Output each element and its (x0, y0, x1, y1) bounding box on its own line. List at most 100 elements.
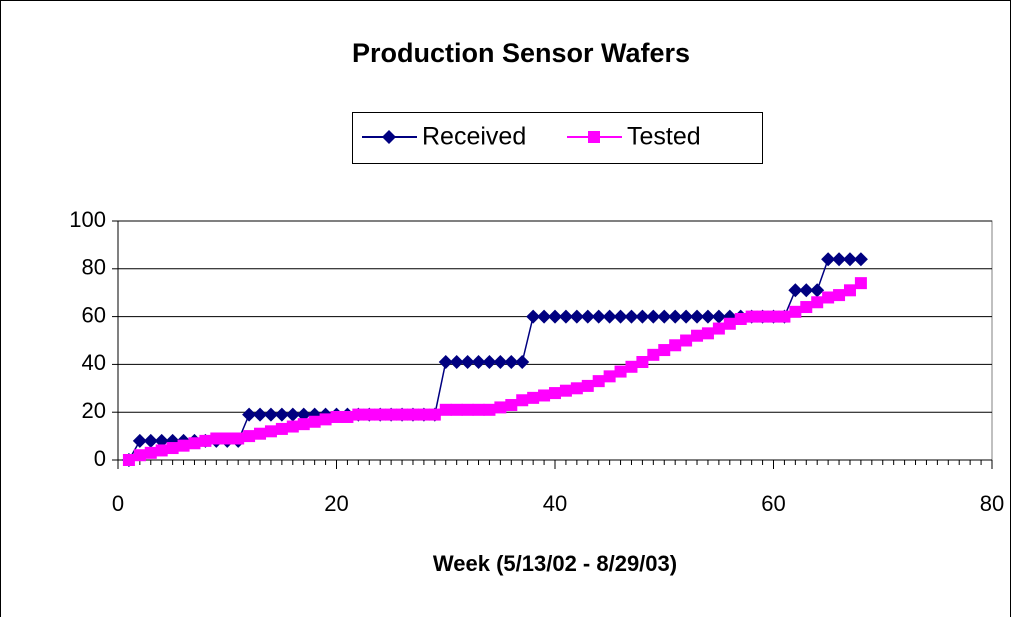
marker-square (450, 403, 463, 416)
marker-square (549, 387, 561, 400)
marker-square (210, 432, 223, 445)
marker-diamond (274, 407, 289, 422)
marker-diamond (471, 355, 486, 370)
marker-square (734, 312, 747, 325)
marker-diamond (460, 355, 475, 370)
marker-diamond (548, 309, 562, 324)
marker-diamond (832, 252, 847, 267)
x-axis-label: Week (5/13/02 - 8/29/03) (433, 551, 677, 576)
marker-diamond (438, 355, 453, 370)
marker-square (243, 430, 256, 443)
marker-diamond (711, 309, 726, 324)
marker-diamond (132, 433, 147, 448)
marker-square (461, 403, 474, 416)
marker-square (472, 403, 485, 416)
marker-square (232, 432, 245, 445)
y-tick-label: 80 (82, 255, 106, 280)
marker-square (122, 454, 135, 466)
marker-square (385, 408, 398, 421)
marker-square (319, 413, 332, 426)
marker-square (406, 408, 419, 421)
marker-diamond (493, 355, 508, 370)
marker-square (669, 339, 682, 352)
y-tick-label: 100 (69, 207, 106, 232)
marker-diamond (263, 407, 278, 422)
marker-diamond (591, 309, 606, 324)
marker-square (658, 344, 671, 357)
marker-diamond (613, 309, 628, 324)
marker-square (144, 446, 157, 459)
marker-square (308, 415, 321, 428)
marker-diamond (449, 355, 464, 370)
marker-square (275, 422, 288, 435)
chart-title: Production Sensor Wafers (352, 38, 690, 68)
marker-square (614, 365, 627, 378)
marker-diamond (242, 407, 257, 422)
marker-square (188, 437, 201, 450)
marker-square (778, 310, 791, 323)
marker-square (789, 305, 802, 318)
marker-square (712, 322, 725, 335)
marker-square (811, 296, 824, 309)
marker-square (603, 370, 616, 383)
marker-diamond (526, 309, 541, 324)
marker-square (341, 410, 354, 423)
y-tick-label: 0 (94, 446, 106, 471)
marker-square (636, 356, 649, 369)
marker-diamond (143, 433, 158, 448)
marker-square (581, 379, 594, 392)
marker-diamond (799, 283, 814, 298)
marker-square (588, 131, 600, 143)
marker-diamond (788, 283, 803, 298)
marker-diamond (504, 355, 519, 370)
marker-diamond (253, 407, 268, 422)
marker-diamond (382, 130, 396, 144)
marker-square (756, 310, 769, 323)
marker-diamond (842, 252, 857, 267)
marker-square (254, 427, 267, 440)
marker-square (592, 375, 605, 388)
marker-square (745, 310, 758, 323)
marker-square (374, 408, 387, 421)
marker-square (221, 432, 234, 445)
marker-square (396, 408, 409, 421)
marker-square (199, 434, 212, 447)
marker-diamond (700, 309, 715, 324)
marker-diamond (558, 309, 573, 324)
marker-diamond (580, 309, 595, 324)
x-tick-label: 60 (761, 491, 785, 516)
marker-square (439, 403, 452, 416)
legend-box (352, 112, 763, 164)
marker-square (647, 348, 660, 361)
marker-square (527, 391, 540, 404)
marker-diamond (537, 309, 552, 324)
marker-square (822, 291, 835, 304)
marker-square (483, 403, 496, 416)
marker-diamond (154, 433, 169, 448)
marker-square (166, 442, 179, 455)
marker-square (559, 384, 572, 397)
marker-diamond (679, 309, 694, 324)
marker-square (428, 408, 441, 421)
marker-square (177, 439, 190, 452)
marker-diamond (569, 309, 584, 324)
marker-diamond (657, 309, 672, 324)
legend-label: Received (422, 123, 526, 151)
marker-square (494, 401, 507, 414)
marker-square (417, 408, 430, 421)
marker-diamond (646, 309, 661, 324)
marker-square (155, 444, 168, 457)
marker-square (701, 327, 714, 340)
marker-diamond (635, 309, 650, 324)
marker-square (264, 425, 277, 438)
x-tick-label: 80 (980, 491, 1004, 516)
marker-square (538, 389, 551, 402)
marker-square (133, 449, 146, 462)
marker-diamond (624, 309, 639, 324)
marker-square (297, 418, 310, 431)
marker-diamond (482, 355, 497, 370)
marker-diamond (602, 309, 617, 324)
marker-square (680, 334, 693, 347)
marker-diamond (853, 252, 868, 267)
